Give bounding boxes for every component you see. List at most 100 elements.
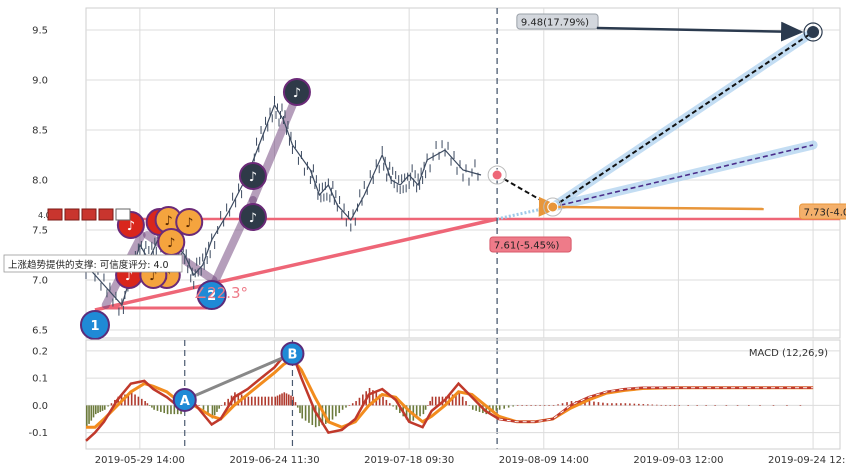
macd-histogram-bar <box>548 405 550 406</box>
support-trend-line <box>94 217 498 312</box>
macd-histogram-bar <box>388 403 391 406</box>
price-y-tick-label: 6.5 <box>32 326 48 337</box>
macd-histogram-bar <box>422 405 425 415</box>
x-tick-label: 2019-07-18 09:30 <box>364 455 454 466</box>
macd-histogram-bar <box>127 393 130 406</box>
macd-y-tick-label: 0.0 <box>32 401 48 412</box>
macd-divergence-line <box>184 352 294 402</box>
macd-histogram-bar <box>530 405 532 406</box>
forecast-node-ring <box>543 197 563 217</box>
price-y-axis: 6.5 7.0 7.5 8.0 8.5 9.0 9.5 <box>32 26 48 337</box>
macd-histogram-bar <box>163 405 166 414</box>
macd-histogram-bar <box>274 396 277 406</box>
macd-histogram-bar <box>368 387 371 406</box>
macd-histogram-bar <box>759 405 761 406</box>
music-note-icon-glyph: ♪ <box>185 216 193 231</box>
macd-histogram-bar <box>134 394 136 406</box>
music-note-icon-glyph: ♪ <box>127 219 135 234</box>
support-tooltip-text: 上涨趋势提供的支撑: 可信度评分: 4.0 <box>8 259 169 271</box>
macd-histogram-bar <box>419 405 421 417</box>
macd-y-axis: 0.2 0.1 0.0 -0.1 <box>28 346 48 439</box>
macd-histogram-bar <box>478 405 481 412</box>
macd-histogram-bar <box>372 390 374 406</box>
price-marker-label: 2 <box>207 289 216 304</box>
x-tick-label: 2019-05-29 14:00 <box>95 455 185 466</box>
macd-histogram-bar <box>409 405 411 423</box>
macd-histogram-bar <box>747 405 750 406</box>
price-callout-text: 7.73(-4.03%) <box>804 208 846 219</box>
macd-histogram-bar <box>345 405 347 408</box>
macd-histogram-bar <box>512 405 514 407</box>
macd-histogram-bar <box>606 403 609 406</box>
macd-histogram-bar <box>429 401 431 406</box>
macd-histogram-bar <box>137 396 140 406</box>
macd-histogram-bar <box>283 392 286 406</box>
music-note-icon-glyph: ♪ <box>167 236 175 251</box>
music-note-icon-glyph: ♪ <box>149 269 157 284</box>
music-note-icon: ♪ <box>238 162 267 190</box>
macd-histogram-bar <box>664 405 667 406</box>
price-y-tick-label: 8.5 <box>32 126 48 137</box>
macd-histogram-bar <box>399 405 401 414</box>
macd-histogram-bar <box>799 405 802 406</box>
music-note-icon-bg <box>175 208 204 236</box>
macd-histogram-bar <box>140 398 143 406</box>
macd-histogram-bar <box>299 405 301 414</box>
macd-histogram-bar <box>588 401 591 406</box>
macd-histogram-bar <box>495 405 498 411</box>
macd-histogram-bar <box>124 394 126 406</box>
target-node-ring <box>803 22 823 42</box>
macd-histogram-bar <box>331 405 334 420</box>
target-node <box>807 26 820 38</box>
macd-histogram-bar <box>705 405 707 406</box>
macd-histogram-bar <box>451 394 454 406</box>
macd-histogram-bar <box>651 404 654 406</box>
macd-histogram-bar <box>271 396 273 406</box>
macd-histogram-bar <box>673 405 676 406</box>
macd-histogram-bar <box>101 405 104 411</box>
price-panel-frame <box>85 7 841 339</box>
macd-marker-label: B <box>287 348 297 363</box>
price-marker-label: 1 <box>90 319 99 334</box>
flag-icon <box>64 208 80 221</box>
music-note-icon: ♪ <box>238 203 267 231</box>
price-panel: 6.5 7.0 7.5 8.0 8.5 9.0 9.5 9.48(17.79%) 7.73(-… <box>3 7 846 449</box>
forecast-node <box>547 201 559 213</box>
macd-histogram-bar <box>311 405 314 426</box>
macd-histogram-bar <box>213 405 216 416</box>
macd-histogram-bar <box>405 405 408 420</box>
macd-histogram-bar <box>292 396 295 406</box>
macd-histogram-bar <box>130 392 133 406</box>
music-note-icon: ♪ <box>175 208 204 236</box>
macd-histogram-bar <box>92 405 95 418</box>
macd-histogram-bar <box>736 405 739 406</box>
macd-histogram-bar <box>378 394 381 406</box>
macd-histogram-bar <box>552 405 555 406</box>
macd-panel-frame <box>85 339 841 450</box>
macd-histogram-bar <box>445 396 447 406</box>
macd-histogram-bar <box>593 401 595 406</box>
legend-badge-text: 4.0 <box>38 211 51 220</box>
macd-histogram-bar <box>321 405 324 426</box>
macd-histogram-bar <box>110 403 113 406</box>
macd-histogram-bar <box>144 401 146 406</box>
macd-histogram-bar <box>431 396 434 406</box>
macd-y-tick-label: 0.1 <box>32 374 48 385</box>
macd-histogram-bar <box>620 403 622 406</box>
target-callout-arrow <box>596 21 804 42</box>
macd-y-tick-label: -0.1 <box>28 428 48 439</box>
macd-histogram-bar <box>492 405 494 412</box>
macd-histogram-bar <box>461 396 464 406</box>
macd-histogram-bar <box>507 405 510 408</box>
music-note-icon-glyph: ♪ <box>125 269 133 284</box>
macd-histogram-bar <box>220 405 223 406</box>
macd-histogram-bar <box>557 404 559 406</box>
macd-histogram-bar <box>296 405 299 408</box>
price-y-tick-label: 7.0 <box>32 276 48 287</box>
macd-histogram-bar <box>156 405 159 411</box>
macd-histogram-bar <box>624 403 627 406</box>
macd-histogram-bar <box>438 396 440 406</box>
macd-marker: A <box>172 387 197 412</box>
macd-histogram-bar <box>714 405 716 406</box>
